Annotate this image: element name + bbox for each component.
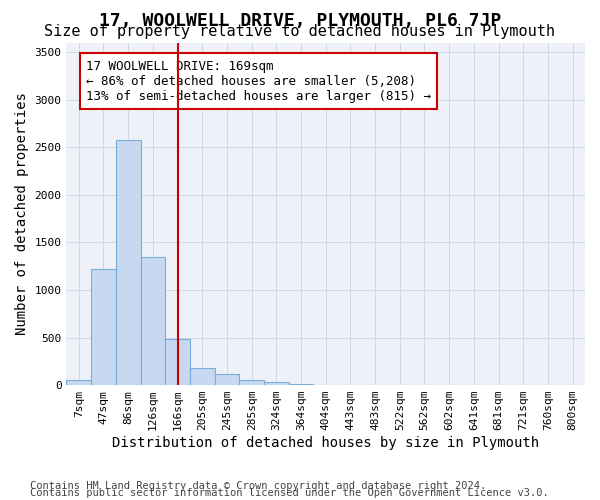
Bar — [140, 256, 165, 385]
Bar — [264, 382, 289, 385]
Bar — [289, 384, 313, 385]
Bar — [215, 374, 239, 385]
Text: 17 WOOLWELL DRIVE: 169sqm
← 86% of detached houses are smaller (5,208)
13% of se: 17 WOOLWELL DRIVE: 169sqm ← 86% of detac… — [86, 60, 431, 102]
Bar — [116, 140, 140, 385]
Text: Contains HM Land Registry data © Crown copyright and database right 2024.: Contains HM Land Registry data © Crown c… — [30, 481, 486, 491]
Bar — [165, 340, 190, 385]
X-axis label: Distribution of detached houses by size in Plymouth: Distribution of detached houses by size … — [112, 436, 539, 450]
Bar — [91, 269, 116, 385]
Text: Contains public sector information licensed under the Open Government Licence v3: Contains public sector information licen… — [30, 488, 549, 498]
Bar — [190, 368, 215, 385]
Text: Size of property relative to detached houses in Plymouth: Size of property relative to detached ho… — [44, 24, 556, 39]
Text: 17, WOOLWELL DRIVE, PLYMOUTH, PL6 7JP: 17, WOOLWELL DRIVE, PLYMOUTH, PL6 7JP — [99, 12, 501, 30]
Y-axis label: Number of detached properties: Number of detached properties — [15, 92, 29, 335]
Bar — [239, 380, 264, 385]
Bar — [67, 380, 91, 385]
